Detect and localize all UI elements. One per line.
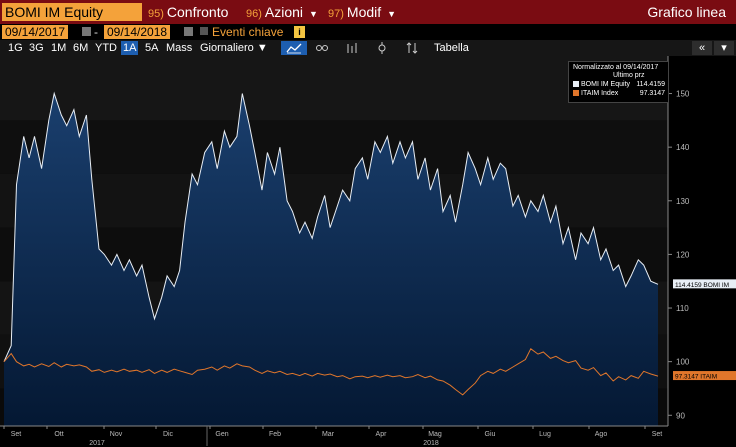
- menu-label: Azioni: [264, 4, 304, 20]
- zoom-1m-button[interactable]: 1M: [51, 42, 67, 54]
- x-tick-label: Mar: [322, 431, 335, 438]
- zoom-1g-button[interactable]: 1G: [8, 42, 23, 54]
- y-tick-label: 150: [676, 90, 690, 99]
- y-tick-label: 120: [676, 250, 690, 259]
- y-tick-label: 90: [676, 411, 685, 420]
- eventi-checkbox[interactable]: [200, 27, 208, 35]
- x-tick-label: Mag: [428, 431, 442, 438]
- calendar-icon[interactable]: [184, 27, 193, 36]
- calendar-icon[interactable]: [82, 27, 91, 36]
- y-tick-label: 100: [676, 358, 690, 367]
- legend-entry-name: BOMI IM Equity: [581, 81, 631, 88]
- panel-menu-icon[interactable]: ▾: [714, 41, 734, 55]
- tabella-button[interactable]: Tabella: [434, 42, 469, 54]
- menu-number: 96): [246, 8, 262, 20]
- itaim-series-line: [3, 348, 659, 396]
- legend-entry-itaim: ITAIM Index: [573, 90, 618, 97]
- x-tick-label: Feb: [269, 431, 281, 438]
- legend-entry-value: 97.3147: [639, 90, 665, 97]
- azioni-menu[interactable]: 96) Azioni ▼: [246, 3, 318, 21]
- x-tick-label: Dic: [163, 431, 174, 438]
- modif-menu[interactable]: 97) Modif ▼: [328, 3, 396, 21]
- last-value-label: 114.4159 BOMI IM: [675, 282, 729, 289]
- zoom-5a-button[interactable]: 5A: [145, 42, 159, 54]
- chart-legend: Normalizzato al 09/14/2017 Ultimo prz BO…: [568, 61, 669, 103]
- chart-band: [0, 120, 668, 174]
- zoom-6m-button[interactable]: 6M: [73, 42, 89, 54]
- ticker-field[interactable]: BOMI IM Equity: [2, 3, 142, 21]
- legend-swatch: [573, 90, 579, 96]
- legend-header: Normalizzato al 09/14/2017: [573, 64, 659, 71]
- zoom-3g-button[interactable]: 3G: [29, 42, 44, 54]
- legend-entry-value: 114.4159: [636, 81, 665, 88]
- compare-icon[interactable]: [312, 41, 332, 55]
- confronto-menu[interactable]: 95) Confronto: [148, 3, 228, 21]
- sort-icon[interactable]: [402, 41, 422, 55]
- last-value-label: 97.3147 ITAIM: [675, 374, 717, 381]
- x-tick-label: Nov: [110, 431, 123, 438]
- date-range-bar: 09/14/2017 - 09/14/2018 Eventi chiave i: [0, 24, 736, 40]
- range-separator: -: [94, 25, 98, 39]
- zoom-mass-button[interactable]: Mass: [166, 42, 193, 54]
- x-year-label: 2017: [89, 440, 105, 447]
- menu-number: 95): [148, 8, 164, 20]
- zoom-ytd-button[interactable]: YTD: [95, 42, 117, 54]
- chart-band: [0, 56, 668, 121]
- x-tick-label: Giu: [485, 431, 496, 438]
- x-tick-label: Apr: [376, 431, 388, 438]
- toolbar: BOMI IM Equity 95) Confronto 96) Azioni ▼ 9…: [0, 0, 736, 24]
- chevron-down-icon: ▼: [387, 9, 397, 19]
- frequency-select[interactable]: Giornaliero ▼: [200, 42, 268, 54]
- start-date-field[interactable]: 09/14/2017: [2, 25, 69, 39]
- chevron-down-icon: ▼: [309, 9, 318, 19]
- eventi-label[interactable]: Eventi chiave: [212, 25, 284, 39]
- x-tick-label: Gen: [215, 431, 228, 438]
- price-chart[interactable]: 90 100 110 120 130 140 150 Set Ott Nov Dic Gen Feb M…: [0, 56, 736, 447]
- y-tick-label: 130: [676, 197, 690, 206]
- last-value-box: [673, 279, 736, 289]
- bar-chart-icon[interactable]: [342, 41, 362, 55]
- last-value-box: [673, 371, 736, 381]
- zoom-bar: 1G 3G 1M 6M YTD 1A 5A Mass Giornaliero ▼…: [0, 40, 736, 56]
- x-tick-label: Ott: [54, 431, 63, 438]
- page-title: Grafico linea: [647, 4, 726, 20]
- bomi-series-line: [3, 91, 659, 362]
- info-icon[interactable]: i: [294, 26, 305, 38]
- legend-swatch: [573, 81, 579, 87]
- settings-icon[interactable]: [372, 41, 392, 55]
- end-date-field[interactable]: 09/14/2018: [104, 25, 171, 39]
- line-chart-icon[interactable]: [281, 41, 307, 55]
- x-year-label: 2018: [423, 440, 439, 447]
- legend-subheader: Ultimo prz: [613, 72, 645, 79]
- menu-label: Confronto: [166, 4, 229, 20]
- x-tick-label: Ago: [595, 431, 608, 438]
- x-tick-label: Set: [652, 431, 663, 438]
- menu-label: Modif: [346, 4, 382, 20]
- legend-entry-name: ITAIM Index: [581, 90, 619, 97]
- zoom-1a-button[interactable]: 1A: [121, 41, 139, 55]
- x-tick-label: Lug: [539, 431, 551, 438]
- legend-entry-bomi: BOMI IM Equity: [573, 81, 630, 88]
- collapse-left-icon[interactable]: «: [692, 41, 712, 55]
- y-tick-label: 140: [676, 143, 690, 152]
- x-tick-label: Set: [11, 431, 22, 438]
- menu-number: 97): [328, 8, 344, 20]
- y-tick-label: 110: [676, 304, 689, 313]
